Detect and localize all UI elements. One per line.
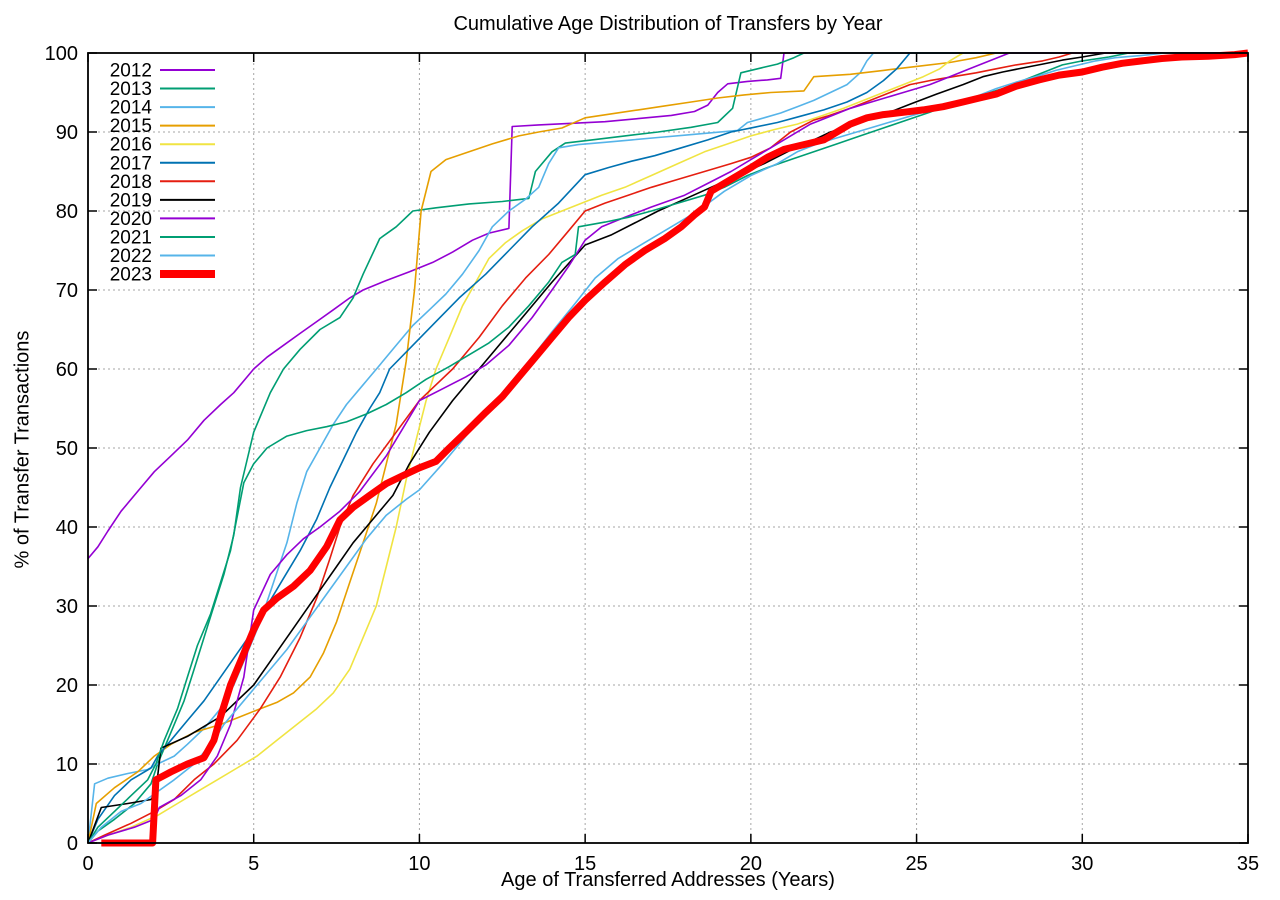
legend-label-2019: 2019 [110, 190, 152, 211]
legend-label-2013: 2013 [110, 79, 152, 100]
y-tick-label: 20 [56, 675, 78, 697]
legend-label-2020: 2020 [110, 209, 152, 230]
x-tick-label: 5 [248, 853, 259, 875]
y-tick-label: 90 [56, 122, 78, 144]
series-line-2018 [87, 52, 1248, 844]
legend-label-2014: 2014 [110, 98, 153, 119]
legend-label-2022: 2022 [110, 246, 152, 267]
legend-label-2017: 2017 [110, 153, 152, 174]
series-line-2012 [87, 52, 1248, 560]
series-line-2017 [87, 52, 1248, 844]
series-line-2016 [87, 52, 1248, 844]
y-tick-label: 10 [56, 754, 78, 776]
y-tick-label: 80 [56, 201, 78, 223]
series-line-2022 [87, 52, 1248, 844]
y-tick-label: 30 [56, 596, 78, 618]
legend-label-2012: 2012 [110, 61, 152, 82]
series-line-2023 [101, 49, 1249, 847]
x-axis-label: Age of Transferred Addresses (Years) [501, 869, 835, 891]
series-line-2020 [87, 52, 1248, 844]
series-line-2014 [87, 52, 1248, 844]
x-tick-label: 25 [905, 853, 927, 875]
y-tick-label: 50 [56, 438, 78, 460]
x-tick-label: 0 [82, 853, 93, 875]
x-tick-label: 15 [574, 853, 596, 875]
y-tick-label: 70 [56, 280, 78, 302]
y-axis-label: % of Transfer Transactions [11, 330, 34, 569]
legend-label-2021: 2021 [110, 227, 152, 248]
x-tick-label: 35 [1237, 853, 1259, 875]
legend-label-2018: 2018 [110, 172, 152, 193]
x-tick-label: 30 [1071, 853, 1093, 875]
x-tick-label: 10 [408, 853, 430, 875]
legend-label-2015: 2015 [110, 116, 152, 137]
series-line-2013 [87, 52, 1248, 844]
y-tick-label: 40 [56, 517, 78, 539]
chart-title: Cumulative Age Distribution of Transfers… [453, 13, 883, 35]
x-tick-label: 20 [740, 853, 762, 875]
legend-label-2023: 2023 [110, 265, 152, 286]
y-tick-label: 100 [45, 43, 78, 65]
legend-label-2016: 2016 [110, 135, 152, 156]
series-line-2019 [87, 52, 1248, 844]
y-tick-label: 0 [67, 833, 78, 855]
series-line-2015 [87, 52, 1248, 844]
y-tick-label: 60 [56, 359, 78, 381]
